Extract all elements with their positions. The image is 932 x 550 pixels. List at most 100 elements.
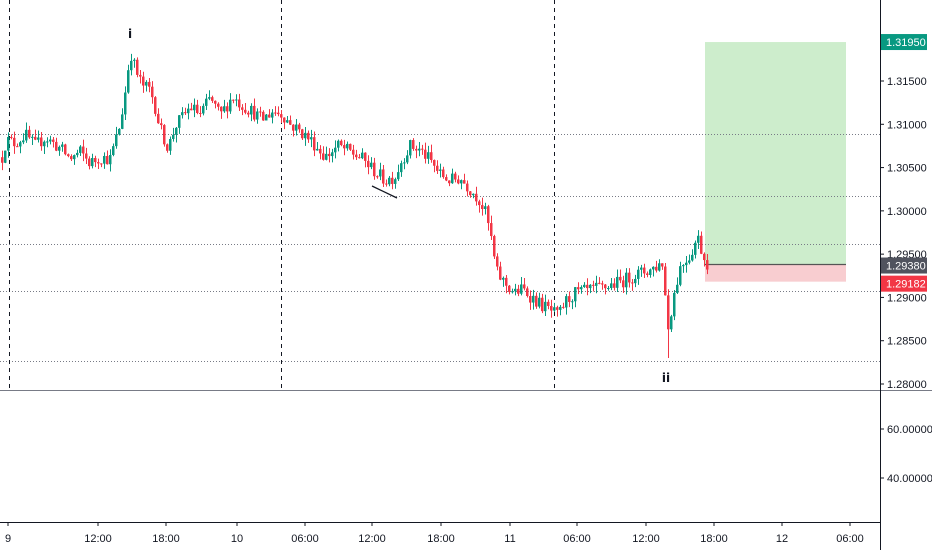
candle-188 bbox=[565, 293, 568, 315]
candle-161 bbox=[484, 202, 487, 215]
candle-147 bbox=[442, 166, 445, 179]
candle-224 bbox=[673, 290, 676, 321]
candle-154 bbox=[463, 173, 466, 184]
candle-78 bbox=[235, 94, 238, 107]
candle-3 bbox=[10, 134, 13, 140]
candle-67 bbox=[202, 103, 205, 116]
stop-loss-label: 1.29182 bbox=[886, 279, 926, 291]
candle-120 bbox=[361, 148, 364, 160]
candle-26 bbox=[79, 145, 82, 157]
candle-10 bbox=[31, 134, 34, 146]
candle-234 bbox=[703, 252, 706, 267]
candle-217 bbox=[652, 266, 655, 277]
candle-12 bbox=[37, 130, 40, 143]
indicator-axis[interactable]: 60.00000 40.00000 bbox=[880, 424, 932, 485]
candle-59 bbox=[178, 114, 181, 134]
candle-128 bbox=[385, 179, 388, 187]
candle-172 bbox=[517, 284, 520, 297]
candle-112 bbox=[337, 139, 340, 152]
candle-143 bbox=[430, 144, 433, 163]
candle-76 bbox=[229, 93, 232, 114]
trendline[interactable] bbox=[371, 185, 398, 199]
candle-7 bbox=[22, 133, 25, 145]
candle-63 bbox=[190, 102, 193, 111]
candle-80 bbox=[241, 104, 244, 116]
time-label-9: 12:00 bbox=[632, 533, 660, 545]
time-label-4: 06:00 bbox=[291, 533, 319, 545]
candle-49 bbox=[148, 78, 151, 93]
candle-163 bbox=[490, 215, 493, 241]
time-label-1: 12:00 bbox=[84, 533, 112, 545]
take-profit-zone[interactable] bbox=[705, 42, 846, 265]
candle-20 bbox=[61, 141, 64, 152]
price-tick-1: 1.31000 bbox=[887, 119, 927, 131]
candle-70 bbox=[211, 95, 214, 104]
candle-35 bbox=[106, 150, 109, 165]
candle-102 bbox=[307, 130, 310, 143]
candle-34 bbox=[103, 152, 106, 169]
candle-168 bbox=[505, 274, 508, 294]
candle-215 bbox=[646, 271, 649, 278]
candle-197 bbox=[592, 280, 595, 292]
trade-zone[interactable] bbox=[705, 42, 846, 282]
candle-25 bbox=[76, 149, 79, 158]
candle-219 bbox=[658, 259, 661, 272]
candle-97 bbox=[292, 124, 295, 137]
candle-182 bbox=[547, 299, 550, 310]
candle-130 bbox=[391, 171, 394, 190]
candle-100 bbox=[301, 128, 304, 141]
candle-88 bbox=[265, 114, 268, 121]
candle-211 bbox=[634, 274, 637, 288]
candle-109 bbox=[328, 148, 331, 163]
candle-16 bbox=[49, 135, 52, 145]
candle-105 bbox=[316, 141, 319, 151]
candle-13 bbox=[40, 132, 43, 151]
candle-152 bbox=[457, 175, 460, 185]
candle-206 bbox=[619, 269, 622, 284]
candle-185 bbox=[556, 305, 559, 317]
candle-159 bbox=[478, 199, 481, 213]
price-axis[interactable]: 1.315001.310001.305001.300001.295001.290… bbox=[880, 76, 927, 391]
candle-141 bbox=[424, 142, 427, 164]
candle-73 bbox=[220, 106, 223, 119]
candle-60 bbox=[181, 107, 184, 119]
candle-40 bbox=[121, 108, 124, 130]
candle-42 bbox=[127, 64, 130, 94]
candle-195 bbox=[586, 278, 589, 296]
candle-196 bbox=[589, 284, 592, 294]
candle-68 bbox=[205, 93, 208, 110]
stop-loss-zone[interactable] bbox=[705, 264, 846, 282]
candle-158 bbox=[475, 186, 478, 206]
candle-91 bbox=[274, 106, 277, 116]
candle-155 bbox=[466, 180, 469, 197]
candle-193 bbox=[580, 285, 583, 294]
time-label-3: 10 bbox=[231, 533, 243, 545]
time-axis[interactable]: 9 12:00 18:00 10 06:00 12:00 18:00 11 06:00 12:00… bbox=[5, 522, 864, 545]
candle-192 bbox=[577, 282, 580, 295]
time-label-6: 18:00 bbox=[427, 533, 455, 545]
price-tick-0: 1.31500 bbox=[887, 76, 927, 88]
candle-58 bbox=[175, 126, 178, 143]
marker-i: i bbox=[128, 27, 132, 41]
candle-71 bbox=[214, 100, 217, 109]
candle-39 bbox=[118, 128, 121, 136]
candle-127 bbox=[382, 164, 385, 187]
candle-75 bbox=[226, 102, 229, 119]
candle-99 bbox=[298, 122, 301, 133]
candle-18 bbox=[55, 137, 58, 152]
candle-225 bbox=[676, 277, 679, 294]
entry-badge: 1.29380 bbox=[881, 257, 927, 274]
candle-167 bbox=[502, 276, 505, 287]
candle-229 bbox=[688, 254, 691, 265]
candle-139 bbox=[418, 141, 421, 157]
candle-28 bbox=[85, 147, 88, 164]
candle-4 bbox=[13, 131, 16, 154]
candle-157 bbox=[472, 193, 475, 199]
candle-176 bbox=[529, 290, 532, 310]
candle-222 bbox=[667, 289, 670, 359]
candle-98 bbox=[295, 118, 298, 136]
candle-24 bbox=[73, 154, 76, 165]
candle-146 bbox=[439, 163, 442, 178]
candle-209 bbox=[628, 268, 631, 288]
